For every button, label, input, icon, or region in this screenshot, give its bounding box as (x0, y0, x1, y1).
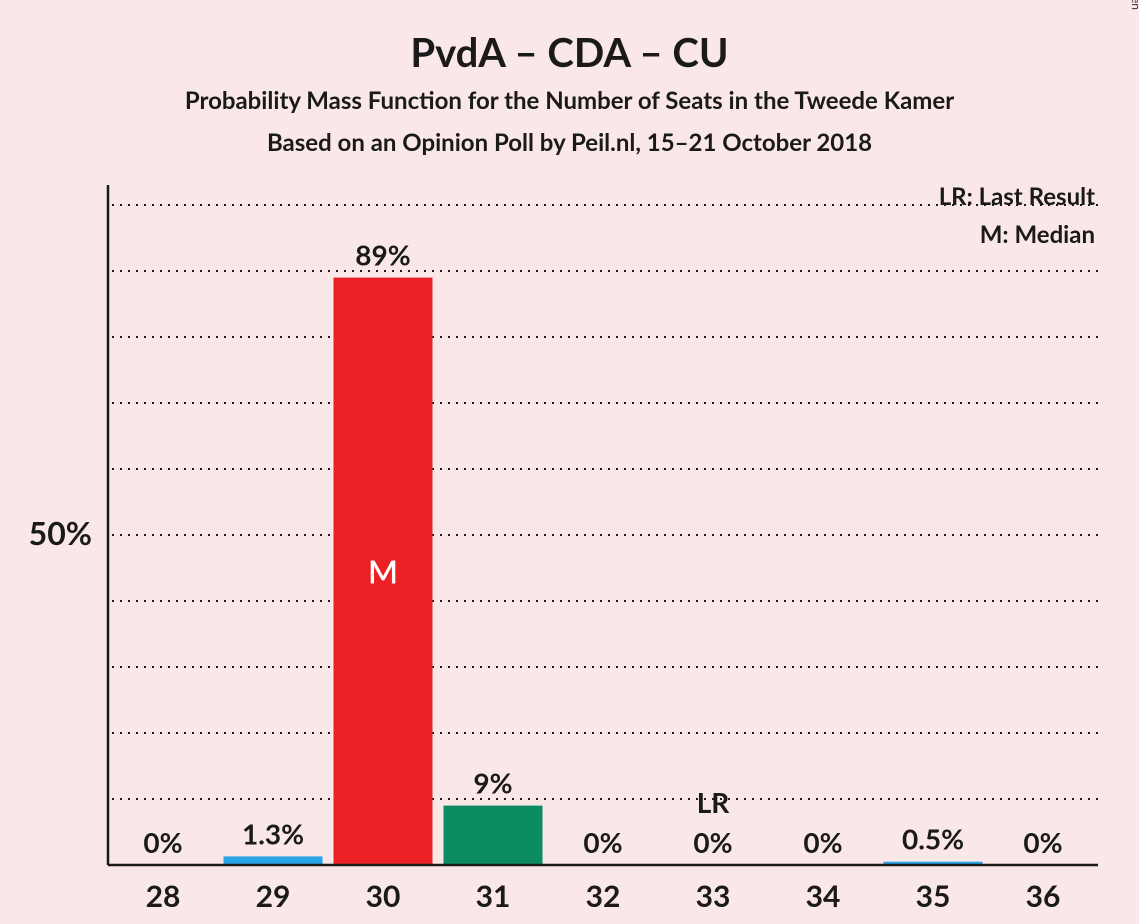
axes-group (108, 185, 1098, 865)
x-tick-label-36: 36 (1026, 878, 1061, 914)
bar-value-label-29: 1.3% (242, 816, 304, 850)
bar-29 (224, 856, 323, 865)
bar-value-label-34: 0% (803, 825, 842, 859)
x-tick-label-32: 32 (586, 878, 621, 914)
bar-value-label-33: 0% (693, 825, 732, 859)
bar-value-label-35: 0.5% (902, 822, 964, 856)
labels-group: 0% 28 1.3% 29 89% 30 M 9% 31 0% 32 0% 33 LR 0% 34 0.5% 35… (29, 238, 1063, 914)
x-tick-label-35: 35 (916, 878, 951, 914)
bar-value-label-31: 9% (473, 766, 512, 800)
pmf-bar-chart: 0% 28 1.3% 29 89% 30 M 9% 31 0% 32 0% 33 LR 0% 34 0.5% 35… (0, 0, 1139, 924)
bar-value-label-28: 0% (143, 825, 182, 859)
y-tick-label-50: 50% (29, 513, 92, 552)
x-tick-label-33: 33 (696, 878, 731, 914)
marker-above-33: LR (697, 785, 731, 819)
page-root: PvdA – CDA – CU Probability Mass Functio… (0, 0, 1139, 924)
legend-lr: LR: Last Result (939, 178, 1095, 216)
bars-group (224, 278, 983, 865)
bar-value-label-36: 0% (1023, 825, 1062, 859)
bar-value-label-30: 89% (355, 238, 410, 272)
legend-m: M: Median (939, 216, 1095, 254)
x-tick-label-31: 31 (476, 878, 511, 914)
bar-value-label-32: 0% (583, 825, 622, 859)
x-tick-label-34: 34 (806, 878, 841, 914)
x-tick-label-30: 30 (366, 878, 401, 914)
bar-31 (444, 806, 543, 865)
x-tick-label-29: 29 (256, 878, 291, 914)
x-tick-label-28: 28 (146, 878, 181, 914)
gridlines (112, 205, 1098, 799)
marker-in-bar-30: M (368, 551, 398, 590)
legend-block: LR: Last Result M: Median (939, 178, 1095, 255)
